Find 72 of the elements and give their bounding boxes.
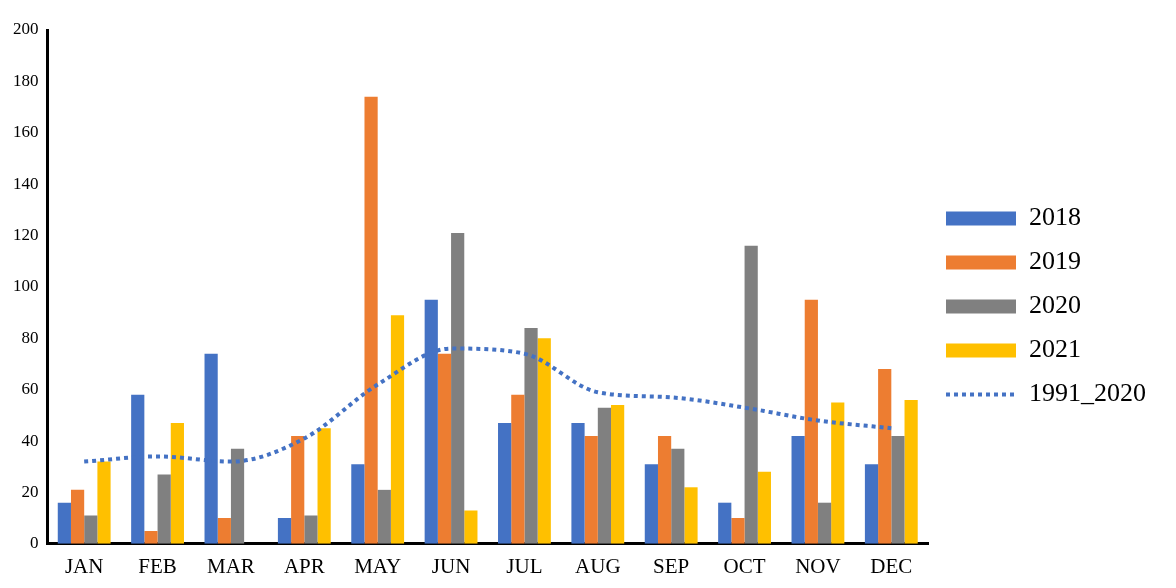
bar	[364, 96, 378, 544]
legend-label: 2020	[1029, 290, 1081, 320]
bar	[524, 328, 538, 544]
bar	[878, 369, 892, 544]
legend-label: 2019	[1029, 246, 1081, 276]
y-tick-label: 160	[13, 122, 39, 142]
bar	[611, 405, 625, 544]
x-tick-label: APR	[283, 553, 325, 578]
bar	[831, 402, 845, 544]
bar	[904, 399, 918, 544]
bar	[644, 464, 658, 544]
y-tick-label: 180	[13, 70, 39, 90]
bar	[744, 245, 758, 544]
x-tick-label: MAR	[207, 553, 255, 578]
y-tick-label: 100	[13, 276, 39, 296]
bar	[230, 448, 245, 544]
bar	[731, 518, 745, 544]
x-tick-label: JAN	[64, 553, 104, 578]
bar	[304, 515, 318, 544]
bar	[97, 461, 111, 544]
bar	[317, 428, 331, 544]
bar	[57, 502, 71, 544]
bar	[351, 464, 365, 544]
x-tick-label: OCT	[723, 553, 766, 578]
bar	[537, 338, 551, 544]
x-tick-label: JUL	[506, 553, 543, 578]
y-tick-label: 60	[21, 379, 39, 399]
bar	[684, 487, 698, 544]
bar	[157, 474, 171, 544]
bar	[817, 502, 832, 544]
bar	[170, 423, 184, 544]
y-tick-label: 120	[13, 224, 39, 244]
bar	[757, 471, 771, 544]
x-tick-label: NOV	[795, 553, 841, 578]
bar	[597, 407, 612, 544]
bar	[451, 232, 465, 544]
bar	[571, 423, 585, 544]
bar	[144, 530, 158, 544]
y-tick-label: 20	[21, 481, 39, 501]
bar	[804, 299, 818, 544]
bar	[464, 510, 478, 544]
x-tick-label: SEP	[653, 553, 690, 578]
bar	[277, 518, 292, 544]
bar	[70, 489, 85, 544]
x-tick-label: JUN	[431, 553, 471, 578]
bar	[84, 515, 98, 544]
bar	[584, 435, 598, 544]
bar	[718, 502, 732, 544]
bar	[377, 489, 391, 544]
y-tick-label: 0	[30, 533, 39, 553]
bar	[671, 448, 685, 544]
bar	[437, 353, 452, 544]
legend-label: 1991_2020	[1029, 378, 1146, 408]
y-tick-label: 200	[13, 19, 39, 39]
legend-label: 2018	[1029, 202, 1081, 232]
legend-label: 2021	[1029, 334, 1081, 364]
x-tick-label: MAY	[354, 553, 402, 578]
bar	[498, 423, 512, 544]
bar	[657, 435, 672, 544]
x-tick-label: DEC	[870, 553, 913, 578]
y-tick-label: 40	[21, 430, 39, 450]
bar	[891, 435, 905, 544]
x-tick-label: FEB	[138, 553, 177, 578]
bar	[511, 394, 525, 544]
bar	[791, 435, 805, 544]
bar	[217, 518, 231, 544]
x-tick-label: AUG	[575, 553, 621, 578]
bar	[864, 464, 879, 544]
y-tick-label: 80	[21, 327, 39, 347]
bar	[291, 435, 305, 544]
y-tick-label: 140	[13, 173, 39, 193]
bar	[390, 315, 405, 544]
